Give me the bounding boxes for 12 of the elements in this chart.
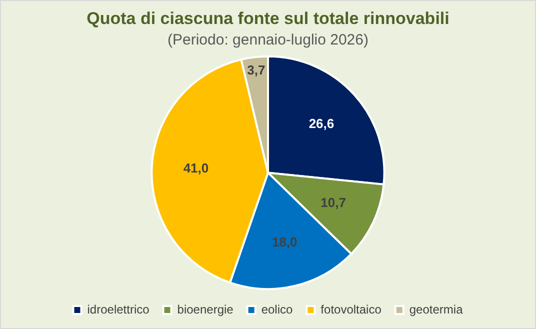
- data-label: 26,6: [308, 116, 334, 131]
- legend-label: idroelettrico: [87, 302, 150, 316]
- data-label: 3,7: [247, 62, 266, 78]
- data-label: 18,0: [272, 234, 298, 250]
- legend-label: fotovoltaico: [320, 302, 382, 316]
- chart-title: Quota di ciascuna fonte sul totale rinnovabili: [86, 8, 450, 28]
- data-label: 41,0: [183, 160, 209, 176]
- data-label: 10,7: [320, 194, 346, 210]
- legend-label: geotermia: [409, 302, 464, 316]
- legend-label: eolico: [261, 302, 294, 316]
- legend-label: bioenergie: [177, 302, 234, 316]
- chart-subtitle: (Periodo: gennaio-luglio 2026): [168, 32, 368, 49]
